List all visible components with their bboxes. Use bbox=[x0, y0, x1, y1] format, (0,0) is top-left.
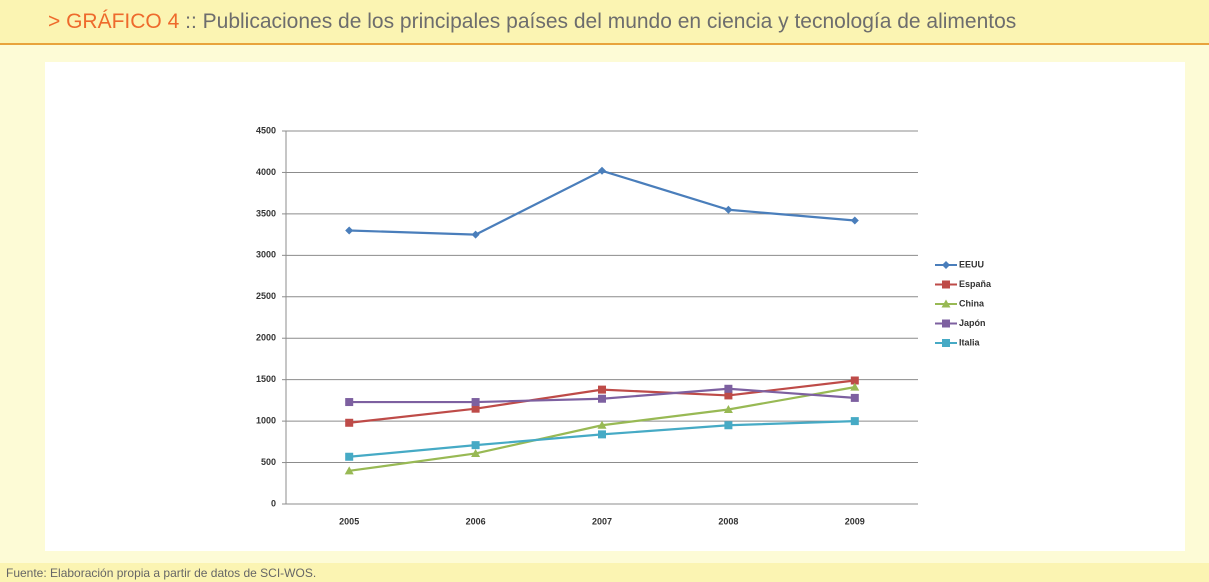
chart-area bbox=[45, 62, 1185, 551]
legend-label: España bbox=[959, 279, 992, 289]
data-point bbox=[345, 398, 354, 407]
x-tick-label: 2009 bbox=[845, 516, 865, 526]
data-point bbox=[724, 205, 733, 214]
source-note: Fuente: Elaboración propia a partir de d… bbox=[6, 566, 317, 580]
data-point bbox=[724, 421, 733, 430]
y-tick-label: 1000 bbox=[256, 415, 276, 425]
x-tick-label: 2005 bbox=[339, 516, 359, 526]
y-tick-label: 2500 bbox=[256, 291, 276, 301]
y-tick-label: 1500 bbox=[256, 374, 276, 384]
data-point bbox=[598, 430, 606, 439]
legend-marker bbox=[942, 280, 950, 289]
y-tick-label: 4500 bbox=[256, 125, 276, 135]
data-point bbox=[471, 448, 481, 457]
data-point bbox=[850, 216, 859, 225]
data-point bbox=[471, 230, 480, 239]
legend-marker bbox=[941, 299, 951, 308]
data-point bbox=[598, 166, 606, 175]
y-tick-label: 3000 bbox=[256, 250, 276, 260]
data-point bbox=[345, 452, 354, 461]
legend-label: Italia bbox=[959, 337, 981, 347]
x-tick-label: 2006 bbox=[466, 516, 486, 526]
figure-title: :: Publicaciones de los principales país… bbox=[185, 10, 1017, 33]
footer: Fuente: Elaboración propia a partir de d… bbox=[0, 563, 1209, 582]
legend-label: China bbox=[959, 298, 985, 308]
data-point bbox=[345, 226, 354, 235]
header: > GRÁFICO 4 :: Publicaciones de los prin… bbox=[0, 0, 1209, 45]
data-point bbox=[724, 384, 733, 393]
data-point bbox=[471, 404, 480, 413]
data-point bbox=[724, 391, 733, 400]
x-tick-label: 2007 bbox=[592, 516, 612, 526]
y-tick-label: 3500 bbox=[256, 208, 276, 218]
y-tick-label: 4000 bbox=[256, 167, 276, 177]
data-point bbox=[597, 420, 607, 429]
figure-label: > GRÁFICO 4 bbox=[48, 10, 180, 33]
legend-marker bbox=[942, 339, 950, 347]
y-tick-label: 500 bbox=[261, 457, 276, 467]
series-line bbox=[349, 169, 855, 236]
legend-marker bbox=[942, 261, 950, 269]
data-point bbox=[345, 418, 354, 427]
data-point bbox=[471, 441, 480, 450]
x-tick-label: 2008 bbox=[718, 516, 738, 526]
header-text: > GRÁFICO 4 :: Publicaciones de los prin… bbox=[48, 10, 1016, 34]
data-point bbox=[723, 405, 733, 414]
data-point bbox=[598, 394, 606, 403]
data-point bbox=[598, 385, 606, 394]
legend-marker bbox=[942, 319, 950, 328]
data-point bbox=[850, 382, 860, 391]
y-tick-label: 0 bbox=[271, 498, 276, 508]
y-tick-label: 2000 bbox=[256, 333, 276, 343]
legend-label: Japón bbox=[959, 318, 986, 328]
data-point bbox=[850, 376, 859, 385]
data-point bbox=[471, 398, 480, 407]
data-point bbox=[850, 417, 859, 426]
data-point bbox=[344, 466, 354, 475]
data-point bbox=[850, 393, 859, 402]
legend-label: EEUU bbox=[959, 259, 984, 269]
